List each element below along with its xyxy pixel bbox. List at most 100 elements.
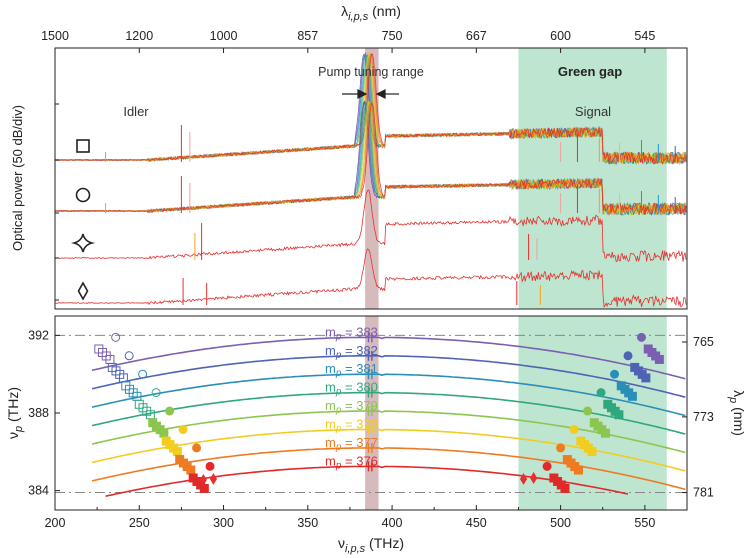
idler-point: [186, 465, 196, 475]
circle-series: [55, 100, 687, 217]
legend-m-378: mp = 378: [325, 416, 378, 434]
signal-label: Signal: [575, 104, 611, 119]
diamond-point: [530, 472, 538, 484]
idler-point: [199, 483, 209, 493]
legend-m-382: mp = 382: [325, 343, 378, 361]
top-axis-label: λi,p,s (nm): [341, 3, 401, 23]
x-tick-label: 350: [297, 516, 318, 530]
y-tick-label: 388: [28, 406, 49, 420]
x-axis-ticks: 200 250 300 350 400 450 500 550: [45, 505, 655, 530]
spectrum-line: [55, 53, 687, 165]
x-tick-label: 550: [634, 516, 655, 530]
legend-m-383: mp = 383: [325, 324, 378, 342]
tuning-curve-377: [91, 447, 686, 491]
tuning-curves: [91, 332, 686, 497]
spectrum-line: [55, 189, 687, 263]
x-tick-label: 250: [129, 516, 150, 530]
tuning-curve-381: [91, 373, 686, 417]
x-tick-label: 500: [550, 516, 571, 530]
signal-point: [610, 369, 620, 379]
diamond-point: [209, 472, 218, 485]
signal-point: [600, 428, 610, 438]
top-tick-label: 667: [466, 29, 487, 43]
idler-point: [205, 461, 215, 471]
idler-point: [151, 388, 161, 398]
top-tick-label: 750: [382, 29, 403, 43]
spectrum-line: [55, 102, 687, 216]
trace-markers: [70, 139, 96, 301]
signal-point: [596, 388, 606, 398]
spectra-panel: 1500 1200 1000 857 750 667 600 545 λi,p,s (nm) …: [10, 3, 688, 310]
y2-tick-label: 765: [693, 335, 714, 349]
star-marker: [70, 233, 96, 253]
reference-lines: [55, 334, 687, 494]
signal-point: [587, 447, 597, 457]
x-tick-label: 200: [45, 516, 66, 530]
top-tick-label: 1200: [125, 29, 153, 43]
green-gap-region: [518, 48, 667, 309]
y-tick-label: 392: [28, 328, 49, 342]
legend-m-379: mp = 379: [325, 398, 378, 416]
x-tick-label: 400: [382, 516, 403, 530]
legend-m-381: mp = 381: [325, 361, 378, 379]
green-gap-label: Green gap: [558, 64, 622, 79]
idler-point: [178, 424, 188, 434]
x-axis-label: νi,p,s (THz): [338, 535, 404, 555]
signal-point: [641, 373, 651, 383]
signal-point: [542, 461, 552, 471]
legend-m-380: mp = 380: [325, 380, 378, 398]
diamond-point: [519, 472, 528, 485]
spectrum-line: [55, 53, 687, 165]
top-tick-label: 545: [634, 29, 655, 43]
signal-point: [583, 406, 593, 416]
y2-axis-label: λp (nm): [727, 390, 747, 436]
spectrum-line: [55, 101, 687, 216]
y-axis-ticks: 384 388 392: [28, 328, 60, 498]
pump-range-label: Pump tuning range: [318, 65, 424, 79]
y2-tick-label: 781: [693, 486, 714, 500]
spectra-y-label: Optical power (50 dB/div): [10, 105, 25, 251]
signal-point: [623, 351, 633, 361]
signal-point: [627, 391, 637, 401]
idler-point: [138, 369, 148, 379]
signal-point: [569, 424, 579, 434]
signal-point: [560, 483, 570, 493]
square-marker: [76, 139, 90, 153]
signal-point: [573, 465, 583, 475]
tuning-curve-382: [91, 354, 686, 398]
signal-point: [614, 410, 624, 420]
top-tick-label: 1500: [41, 29, 69, 43]
signal-point: [654, 354, 664, 364]
tuning-curve-383: [91, 336, 686, 380]
spectrum-line: [55, 248, 687, 309]
tuning-curve-379: [91, 410, 686, 454]
circle-marker: [75, 187, 91, 203]
idler-point: [192, 443, 202, 453]
x-tick-label: 300: [213, 516, 234, 530]
top-tick-label: 600: [550, 29, 571, 43]
idler-label: Idler: [123, 104, 149, 119]
idler-point: [111, 332, 121, 342]
signal-point: [636, 332, 646, 342]
diamond-marker: [77, 281, 89, 301]
pump-band-region: [365, 48, 379, 309]
diamond-point: [199, 473, 207, 486]
spectra-traces: [55, 51, 687, 309]
spectra-y-ticks: [55, 103, 59, 301]
legend-m-377: mp = 377: [325, 435, 378, 453]
signal-point: [556, 443, 566, 453]
y2-tick-label: 773: [693, 410, 714, 424]
idler-point: [165, 406, 175, 416]
top-axis-ticks: 1500 1200 1000 857 750 667 600 545: [41, 29, 655, 53]
idler-point: [124, 351, 134, 361]
measured-points: [94, 332, 664, 493]
pump-range-arrows: [342, 89, 399, 99]
spectrum-line: [55, 101, 687, 215]
y-tick-label: 384: [28, 484, 49, 498]
y2-axis-ticks: 765 773 781: [682, 335, 714, 500]
legend-m-376: mp = 376: [325, 453, 378, 471]
idler-point: [159, 428, 169, 438]
